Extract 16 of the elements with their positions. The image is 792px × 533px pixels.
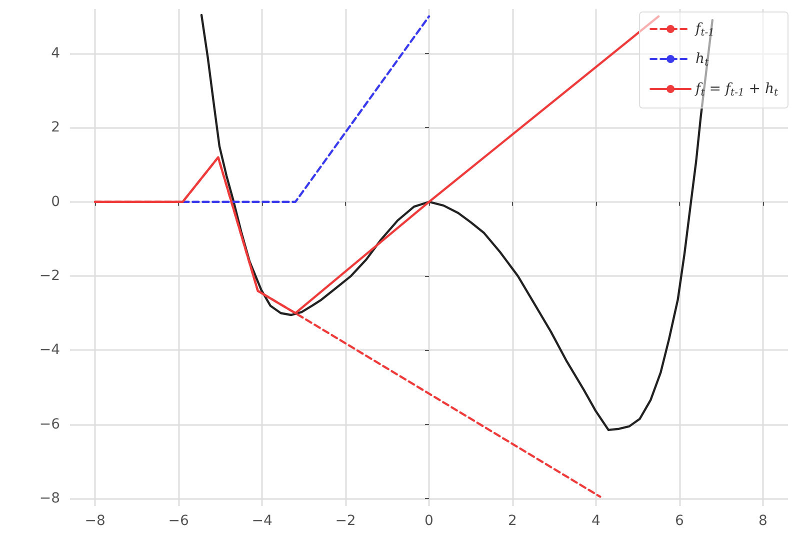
x-tick-label: 2 xyxy=(508,513,517,529)
x-tick-label: 8 xyxy=(758,513,768,529)
x-tick-label: −6 xyxy=(168,513,189,529)
x-tick-label: 6 xyxy=(675,513,684,529)
y-tick-label: −2 xyxy=(39,268,60,284)
y-tick-label: −4 xyxy=(39,342,60,358)
x-tick-label: −4 xyxy=(252,513,272,529)
x-tick-label: 0 xyxy=(424,513,434,529)
y-tick-label: 2 xyxy=(51,120,60,136)
x-tick-label: 4 xyxy=(592,513,601,529)
x-tick-label: −8 xyxy=(84,513,106,529)
y-tick-label: 4 xyxy=(51,46,60,62)
y-tick-label: −8 xyxy=(39,490,60,507)
y-tick-label: −6 xyxy=(39,416,60,432)
y-tick-label: 0 xyxy=(51,194,60,210)
x-tick-label: −2 xyxy=(335,513,356,529)
